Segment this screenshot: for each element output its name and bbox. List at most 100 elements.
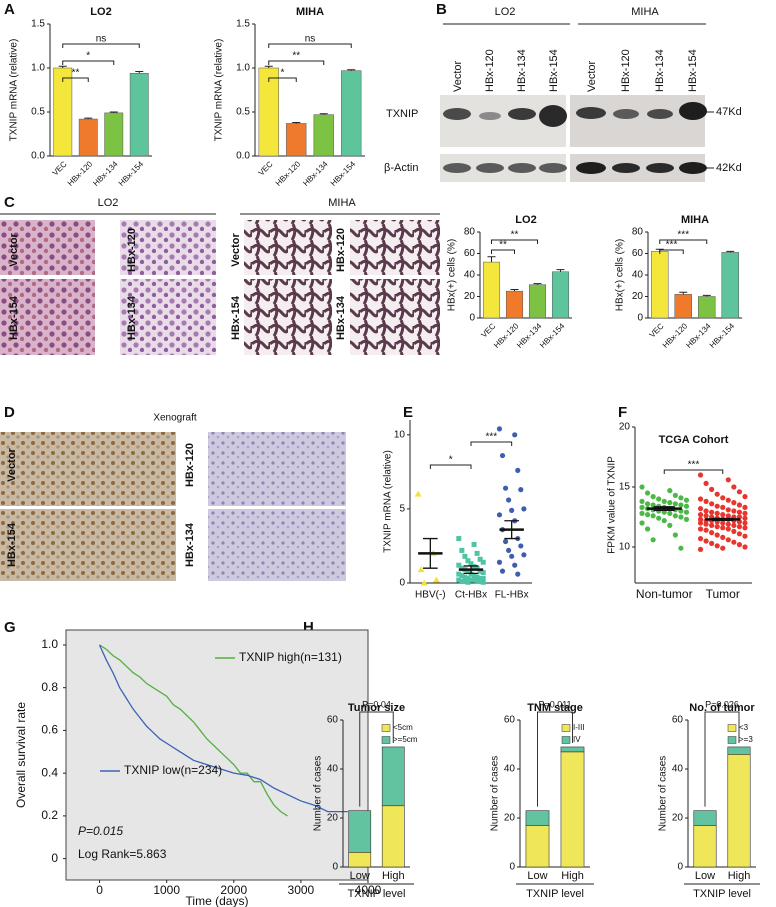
y-tick-label: 0: [51, 851, 58, 865]
legend-swatch: [381, 724, 391, 732]
band: [647, 109, 673, 119]
data-point: [731, 484, 737, 490]
micrograph: [120, 279, 216, 355]
data-point: [465, 576, 471, 582]
bar-segment: [693, 810, 717, 826]
significance-bracket: [62, 60, 115, 65]
error-bar: [510, 289, 519, 292]
x-tick-label: VEC: [479, 321, 497, 339]
row-label: TXNIP: [386, 108, 418, 120]
y-tick-label: 0.6: [41, 723, 58, 737]
y-tick-label: 1.0: [31, 63, 45, 74]
panel-letter: D: [4, 404, 15, 421]
data-point: [703, 498, 709, 504]
chart-title: No. of tumor: [689, 702, 755, 714]
data-point: [703, 480, 709, 486]
y-tick-label: 0.5: [31, 107, 45, 118]
data-point: [474, 579, 480, 585]
chart-title: MIHA: [296, 6, 324, 18]
chart-title: Tumor size: [348, 702, 405, 714]
data-point: [736, 531, 743, 537]
significance-label: ***: [677, 230, 689, 241]
bar-segment: [381, 746, 405, 807]
data-point: [471, 577, 477, 583]
chart-title: MIHA: [681, 214, 709, 226]
y-tick-label: 40: [504, 764, 516, 775]
image-label: HBx-154: [230, 295, 242, 340]
data-point: [456, 571, 462, 577]
data-point: [502, 485, 509, 491]
micrograph: [244, 279, 332, 355]
data-point: [720, 504, 726, 510]
data-point: [506, 547, 512, 554]
data-point: [518, 543, 524, 549]
micrographs: LO2 MIHA Vector HBx-120 HBx-154 HBx-134 …: [0, 197, 440, 355]
data-point: [672, 532, 678, 538]
bar: [286, 123, 307, 157]
data-point: [714, 543, 720, 549]
significance-label: ns: [305, 34, 316, 45]
data-point: [697, 526, 704, 532]
error-bar: [84, 117, 93, 120]
y-tick-label: 80: [464, 227, 476, 238]
data-point: [736, 489, 743, 495]
data-point: [644, 511, 651, 518]
bar-segment: [560, 746, 585, 753]
x-axis-label: TXNIP level: [526, 888, 584, 900]
panel-letter: B: [436, 1, 447, 18]
size-label: 47Kd: [716, 106, 742, 118]
data-point: [644, 501, 651, 507]
x-tick-label: HBx-120: [66, 159, 95, 188]
data-point: [725, 507, 731, 513]
x-tick-label: HBx-154: [538, 321, 567, 350]
data-point: [725, 477, 731, 483]
band: [508, 163, 536, 173]
panel-letter: E: [403, 404, 413, 421]
data-point: [736, 509, 743, 515]
panel-letter: F: [618, 404, 627, 421]
data-point: [465, 568, 471, 574]
data-point: [672, 501, 678, 507]
micrograph: [350, 220, 440, 275]
data-point: [456, 577, 462, 583]
y-tick-label: 40: [327, 764, 339, 775]
data-point: [480, 576, 486, 582]
y-tick-label: 60: [504, 715, 516, 726]
x-axis-label: Time (days): [186, 894, 249, 907]
data-point: [496, 426, 503, 432]
y-tick-label: 20: [464, 291, 476, 302]
data-point: [462, 579, 468, 585]
image-label: HBx-120: [126, 228, 138, 272]
y-axis-label: FPKM value of TXNIP: [607, 456, 618, 554]
error-bar: [347, 69, 356, 71]
band: [679, 162, 707, 174]
data-point: [683, 503, 690, 509]
image-label: HBx-134: [126, 295, 138, 340]
data-point: [477, 568, 483, 574]
data-point: [656, 515, 662, 521]
data-point: [720, 525, 726, 531]
image-label: HBx-154: [8, 295, 20, 340]
bar: [721, 252, 739, 319]
p-value: P=0.026: [705, 699, 739, 709]
x-tick-label: 2000: [220, 883, 247, 897]
data-point: [417, 566, 425, 573]
band: [443, 108, 471, 120]
band: [679, 102, 707, 120]
data-point: [474, 565, 480, 571]
bar: [78, 118, 98, 157]
data-point: [720, 511, 726, 518]
data-point: [697, 472, 704, 478]
bar-segment: [525, 810, 550, 826]
data-point: [678, 495, 684, 501]
data-point: [462, 553, 468, 559]
significance-label: **: [72, 68, 80, 79]
data-point: [703, 513, 709, 519]
legend-swatch: [561, 724, 571, 732]
micrograph: [0, 509, 176, 581]
y-tick-label: 1.5: [31, 19, 45, 30]
data-point: [697, 536, 704, 542]
x-tick-label: 4000: [355, 883, 382, 897]
significance-bracket: [659, 239, 708, 244]
data-point: [742, 544, 748, 550]
